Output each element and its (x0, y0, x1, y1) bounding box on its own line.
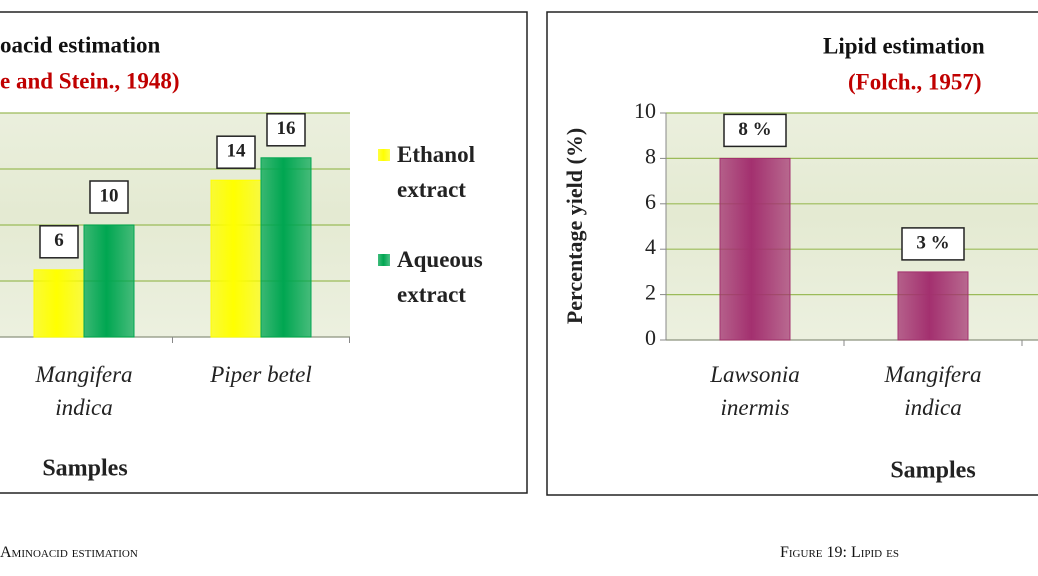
figure-caption: Aminoacid estimation (0, 544, 138, 561)
x-axis-title: Samples (42, 456, 127, 482)
legend-swatch (378, 254, 390, 266)
data-label: 3 % (916, 232, 949, 253)
y-tick-label: 2 (645, 280, 656, 305)
x-tick-label: Piper betel (210, 362, 312, 387)
y-tick-label: 4 (645, 234, 656, 259)
figure-caption: Figure 19: Lipid es (780, 544, 899, 561)
data-label-box (723, 113, 787, 148)
chart-title: oacid estimation (0, 32, 161, 57)
y-tick-label: 8 (645, 143, 656, 168)
bar (897, 271, 969, 341)
bar (83, 224, 135, 338)
x-tick-label: Mangifera indica (35, 362, 133, 420)
chart-subtitle: e and Stein., 1948) (0, 68, 180, 93)
chart-title: Lipid estimation (823, 33, 985, 58)
data-label: 14 (227, 141, 247, 162)
y-tick-label: 0 (645, 325, 656, 350)
bar (719, 157, 791, 341)
legend-label: Aqueous extract (397, 247, 483, 307)
figure-frame (546, 11, 1038, 496)
bar (210, 179, 262, 338)
bar (260, 157, 312, 338)
data-label: 6 (54, 230, 64, 251)
data-label-box (216, 135, 256, 169)
data-label-box (39, 225, 79, 259)
x-tick-label: Lawsonia inermis (710, 362, 800, 420)
x-axis-title: Samples (890, 458, 975, 484)
legend-label: Ethanol extract (397, 142, 475, 202)
bar (33, 269, 85, 338)
y-axis-title: Percentage yield (%) (562, 128, 587, 324)
data-label: 10 (100, 185, 119, 206)
legend-swatch (378, 149, 390, 161)
y-tick-label: 10 (634, 98, 656, 123)
x-tick-label: Mangifera indica (884, 362, 982, 420)
data-label: 8 % (738, 119, 771, 140)
data-label-box (89, 180, 129, 214)
data-label-box (901, 227, 965, 261)
data-label: 16 (277, 118, 296, 139)
chart-subtitle: (Folch., 1957) (848, 69, 982, 94)
data-label-box (266, 113, 306, 147)
y-tick-label: 6 (645, 189, 656, 214)
figure-frame (0, 11, 528, 494)
